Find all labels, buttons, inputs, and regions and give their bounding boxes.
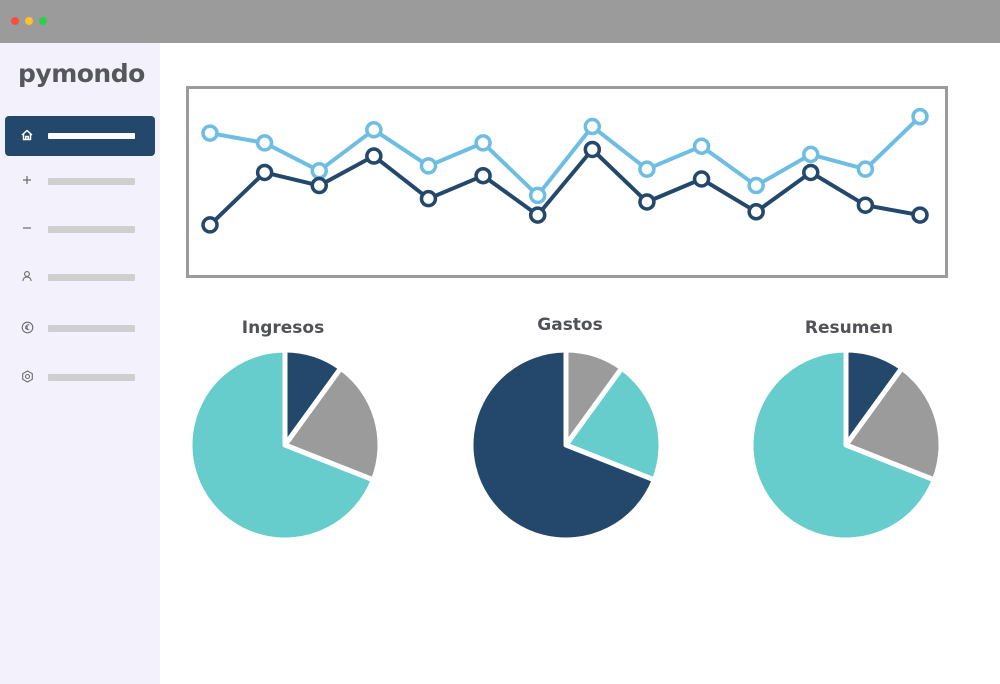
pie-chart-ingresos xyxy=(187,347,383,543)
line-point-s1-14 xyxy=(911,107,929,126)
sidebar-item-finance[interactable] xyxy=(5,308,155,348)
pie-slice-2-3 xyxy=(468,347,657,543)
close-window-button[interactable] xyxy=(11,17,19,25)
line-point-s2-1 xyxy=(201,216,219,234)
line-point-s2-12 xyxy=(802,163,820,182)
sidebar-item-add[interactable] xyxy=(5,161,155,201)
pie-title-ingresos: Ingresos xyxy=(241,318,325,338)
line-point-s1-13 xyxy=(856,160,875,178)
euro-icon xyxy=(19,319,35,335)
minus-icon xyxy=(19,220,35,236)
line-point-s1-9 xyxy=(638,160,656,178)
line-series-1 xyxy=(209,115,922,198)
line-point-s2-8 xyxy=(583,140,602,159)
sidebar-item-label-placeholder xyxy=(48,133,135,139)
maximize-window-button[interactable] xyxy=(39,17,47,25)
sidebar-item-label-placeholder xyxy=(48,178,135,185)
plus-icon xyxy=(19,172,35,188)
app-logo: pymondo xyxy=(18,59,145,88)
sidebar-item-user[interactable] xyxy=(5,257,155,297)
pie-title-gastos: Gastos xyxy=(537,315,603,335)
sidebar-item-label-placeholder xyxy=(48,226,135,233)
line-point-s1-3 xyxy=(310,162,328,180)
pie-chart-resumen xyxy=(748,347,944,543)
line-point-s2-4 xyxy=(365,147,383,165)
line-point-s2-6 xyxy=(474,166,492,185)
line-point-s1-2 xyxy=(255,134,274,152)
line-point-s1-6 xyxy=(474,134,492,152)
sidebar-item-label-placeholder xyxy=(48,374,135,381)
line-point-s2-2 xyxy=(255,163,274,182)
sidebar-item-label-placeholder xyxy=(48,274,135,281)
line-chart xyxy=(201,107,929,234)
sidebar-item-home[interactable] xyxy=(5,116,155,156)
sidebar: pymondo xyxy=(0,43,160,684)
pie-chart-gastos xyxy=(468,347,664,543)
user-icon xyxy=(19,268,35,284)
line-point-s2-10 xyxy=(692,170,711,188)
line-point-s2-3 xyxy=(310,176,328,195)
line-point-s1-5 xyxy=(419,157,438,175)
home-icon xyxy=(19,127,35,143)
line-point-s1-7 xyxy=(528,186,547,205)
settings-icon xyxy=(19,368,35,384)
line-point-s2-5 xyxy=(419,189,438,208)
line-point-s1-8 xyxy=(583,117,602,136)
line-point-s1-10 xyxy=(692,137,711,155)
line-point-s1-11 xyxy=(747,176,765,195)
line-point-s2-9 xyxy=(638,193,656,211)
line-series-2 xyxy=(208,147,921,227)
sidebar-item-label-placeholder xyxy=(48,325,135,332)
line-point-s2-11 xyxy=(747,203,765,221)
line-point-s2-7 xyxy=(528,206,547,224)
line-point-s2-13 xyxy=(856,196,875,214)
sidebar-item-subtract[interactable] xyxy=(5,209,155,249)
line-chart-frame xyxy=(186,86,948,278)
pie-title-resumen: Resumen xyxy=(804,318,894,338)
line-point-s1-12 xyxy=(802,145,820,164)
pie-slice-3-3 xyxy=(748,347,937,543)
minimize-window-button[interactable] xyxy=(25,17,33,25)
sidebar-item-settings[interactable] xyxy=(5,357,155,397)
line-point-s1-4 xyxy=(365,121,383,139)
line-point-s2-14 xyxy=(911,206,929,224)
line-point-s1-1 xyxy=(201,124,219,142)
pie-slice-1-3 xyxy=(187,347,376,543)
window-titlebar xyxy=(0,0,1000,43)
